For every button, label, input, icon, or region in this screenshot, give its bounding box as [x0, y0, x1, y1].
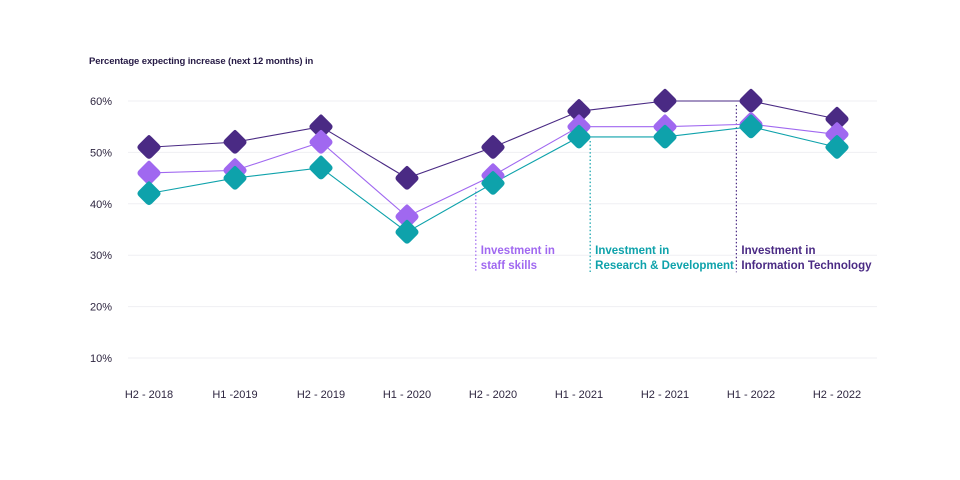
data-point-marker [567, 99, 591, 123]
data-point-marker [395, 219, 419, 244]
chart-title: Percentage expecting increase (next 12 m… [89, 56, 314, 67]
data-point-marker [653, 124, 677, 149]
data-point-marker [825, 134, 849, 159]
annotation-label: staff skills [481, 260, 537, 272]
x-tick-label: H2 - 2020 [469, 389, 517, 401]
data-point-marker [825, 122, 849, 146]
x-tick-label: H1 - 2022 [727, 389, 775, 401]
x-tick-label: H2 - 2022 [813, 389, 861, 401]
x-tick-label: H1 - 2021 [555, 389, 603, 401]
data-point-marker [739, 88, 763, 113]
x-tick-label: H2 - 2021 [641, 389, 689, 401]
annotation-label: Investment in [481, 245, 555, 257]
data-point-marker [653, 88, 677, 113]
data-point-marker [309, 155, 333, 180]
data-point-marker [309, 114, 333, 139]
annotations: Investment in staff skills Investment in Re… [475, 105, 872, 273]
y-tick-label: 30% [90, 250, 112, 262]
data-point-marker [481, 170, 505, 195]
data-point-marker [395, 165, 419, 190]
y-tick-label: 60% [90, 96, 112, 108]
data-point-marker [223, 165, 247, 190]
x-tick-label: H1 -2019 [212, 389, 257, 401]
x-axis-ticks: H2 - 2018 H1 -2019 H2 - 2019 H1 - 2020 H2 - … [125, 389, 861, 401]
series-markers [137, 88, 849, 244]
x-tick-label: H2 - 2018 [125, 389, 173, 401]
data-point-marker [481, 134, 505, 159]
y-tick-label: 40% [90, 199, 112, 211]
data-point-marker [137, 134, 161, 159]
x-tick-label: H1 - 2020 [383, 389, 431, 401]
annotation-label: Investment in [595, 245, 669, 257]
annotation-label: Research & Development [595, 260, 734, 272]
data-point-marker [309, 129, 333, 154]
annotation-label: Investment in [741, 245, 815, 257]
y-tick-label: 10% [90, 353, 112, 365]
y-tick-label: 20% [90, 302, 112, 314]
data-point-marker [739, 114, 763, 139]
data-point-marker [223, 129, 247, 154]
y-tick-label: 50% [90, 147, 112, 159]
data-point-marker [395, 204, 419, 229]
annotation-label: Information Technology [741, 260, 872, 272]
x-tick-label: H2 - 2019 [297, 389, 345, 401]
data-point-marker [137, 160, 161, 185]
data-point-marker [567, 124, 591, 149]
data-point-marker [137, 181, 161, 206]
data-point-marker [825, 106, 849, 131]
y-axis-ticks: 10% 20% 30% 40% 50% 60% [90, 96, 112, 365]
